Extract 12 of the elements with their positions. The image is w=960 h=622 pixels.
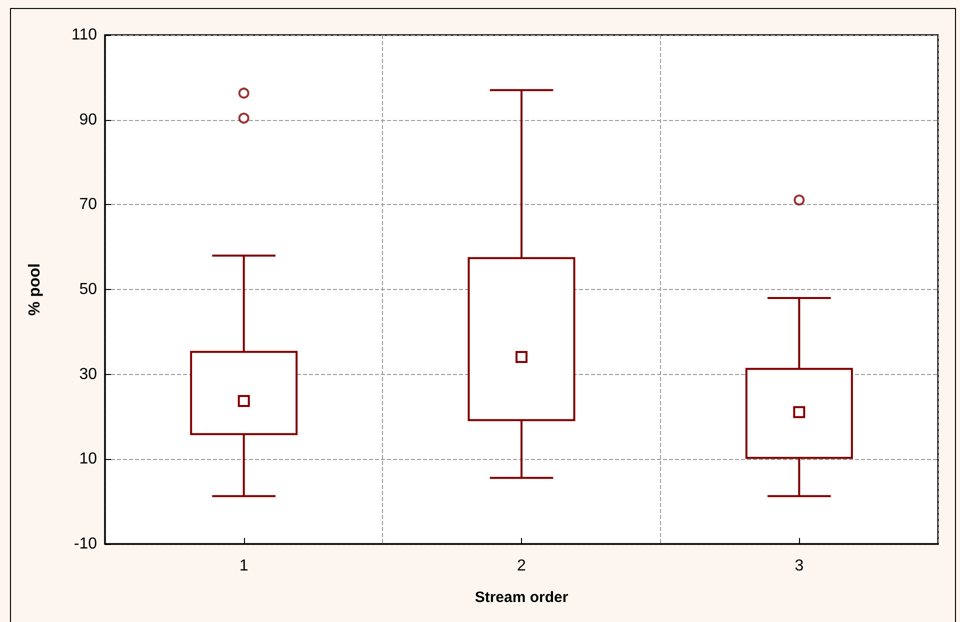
y-tick-label: 30	[79, 366, 98, 383]
y-tick-label: 90	[79, 111, 98, 128]
y-tick-label: 10	[79, 450, 98, 468]
x-tick-label: 3	[794, 558, 804, 574]
x-tick-label: 2	[517, 558, 526, 574]
y-tick-label: -10	[74, 536, 98, 552]
x-tick-label: 1	[239, 558, 248, 574]
y-tick-label: 70	[79, 196, 98, 214]
y-tick-label: 50	[79, 281, 98, 298]
y-tick-label: 110	[71, 26, 98, 44]
y-axis-title: % pool	[26, 263, 44, 316]
x-axis-title: Stream order	[474, 589, 568, 606]
